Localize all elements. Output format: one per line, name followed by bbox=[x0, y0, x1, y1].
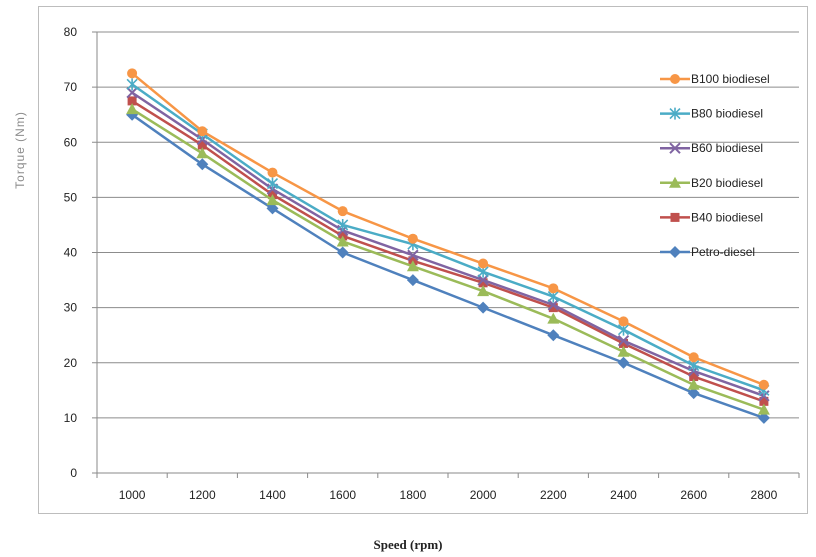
data-point bbox=[547, 329, 560, 342]
y-tick-label: 0 bbox=[70, 466, 77, 480]
x-tick-label: 1200 bbox=[189, 488, 216, 502]
y-tick-label: 20 bbox=[64, 356, 78, 370]
data-point bbox=[126, 86, 138, 99]
series-line bbox=[131, 99, 765, 403]
data-point bbox=[477, 285, 490, 297]
legend-label: Petro-diesel bbox=[691, 245, 755, 259]
data-point bbox=[406, 274, 419, 287]
data-point bbox=[127, 96, 137, 106]
legend-marker bbox=[669, 246, 681, 258]
data-point bbox=[477, 301, 490, 314]
data-point bbox=[617, 334, 630, 347]
x-tick-label: 2200 bbox=[540, 488, 567, 502]
data-point bbox=[126, 78, 138, 91]
legend-marker bbox=[669, 107, 681, 120]
data-point bbox=[688, 352, 699, 363]
x-tick-label: 1600 bbox=[329, 488, 356, 502]
data-point bbox=[478, 278, 488, 288]
data-point bbox=[687, 387, 700, 400]
y-tick-label: 80 bbox=[64, 25, 78, 39]
series-line bbox=[131, 72, 765, 386]
data-point bbox=[407, 249, 419, 261]
data-point bbox=[618, 316, 629, 327]
x-tick-label: 1800 bbox=[400, 488, 427, 502]
data-point bbox=[478, 258, 489, 269]
legend-marker bbox=[669, 142, 681, 154]
data-point bbox=[336, 246, 349, 259]
y-tick-label: 60 bbox=[64, 135, 78, 149]
data-point bbox=[197, 126, 208, 137]
data-point bbox=[619, 338, 628, 348]
series-line bbox=[131, 113, 765, 420]
series-line bbox=[131, 91, 765, 398]
data-point bbox=[689, 372, 699, 382]
data-point bbox=[126, 103, 139, 115]
legend-label: B100 biodiesel bbox=[691, 72, 770, 86]
data-point bbox=[266, 202, 279, 215]
data-point bbox=[337, 206, 348, 217]
data-point bbox=[617, 356, 630, 369]
data-point bbox=[197, 140, 207, 150]
y-tick-label: 70 bbox=[64, 80, 78, 94]
data-point bbox=[267, 167, 278, 178]
data-point bbox=[337, 218, 349, 231]
data-point bbox=[548, 283, 559, 294]
data-point bbox=[336, 235, 349, 247]
data-point bbox=[687, 378, 700, 390]
data-point bbox=[196, 147, 209, 159]
legend-label: B40 biodiesel bbox=[691, 210, 763, 224]
y-tick-label: 40 bbox=[64, 246, 78, 260]
legend-marker bbox=[669, 176, 681, 188]
data-point bbox=[127, 68, 138, 79]
data-point bbox=[406, 260, 419, 272]
y-tick-label: 30 bbox=[64, 301, 78, 315]
x-axis-label: Speed (rpm) bbox=[373, 537, 443, 552]
x-tick-label: 2600 bbox=[680, 488, 707, 502]
legend-label: B80 biodiesel bbox=[691, 107, 763, 121]
y-tick-label: 10 bbox=[64, 411, 78, 425]
data-point bbox=[547, 299, 560, 311]
x-tick-label: 1000 bbox=[119, 488, 146, 502]
data-point bbox=[196, 158, 209, 171]
series-line bbox=[131, 83, 765, 392]
data-point bbox=[266, 177, 279, 190]
data-point bbox=[617, 345, 630, 357]
x-tick-label: 1400 bbox=[259, 488, 286, 502]
x-tick-label: 2800 bbox=[751, 488, 778, 502]
x-tick-label: 2000 bbox=[470, 488, 497, 502]
data-point bbox=[757, 411, 770, 424]
data-point bbox=[759, 396, 769, 406]
x-tick-label: 2400 bbox=[610, 488, 637, 502]
data-point bbox=[757, 403, 770, 415]
legend-marker bbox=[670, 212, 680, 222]
data-point bbox=[266, 194, 279, 206]
legend-label: B20 biodiesel bbox=[691, 176, 763, 190]
legend-marker bbox=[670, 74, 680, 84]
data-point bbox=[758, 379, 769, 390]
legend-label: B60 biodiesel bbox=[691, 141, 763, 155]
data-point bbox=[547, 312, 560, 324]
data-point bbox=[407, 233, 418, 244]
y-tick-label: 50 bbox=[64, 190, 78, 204]
data-point bbox=[548, 303, 558, 313]
series-line bbox=[131, 108, 765, 411]
data-point bbox=[477, 274, 489, 286]
